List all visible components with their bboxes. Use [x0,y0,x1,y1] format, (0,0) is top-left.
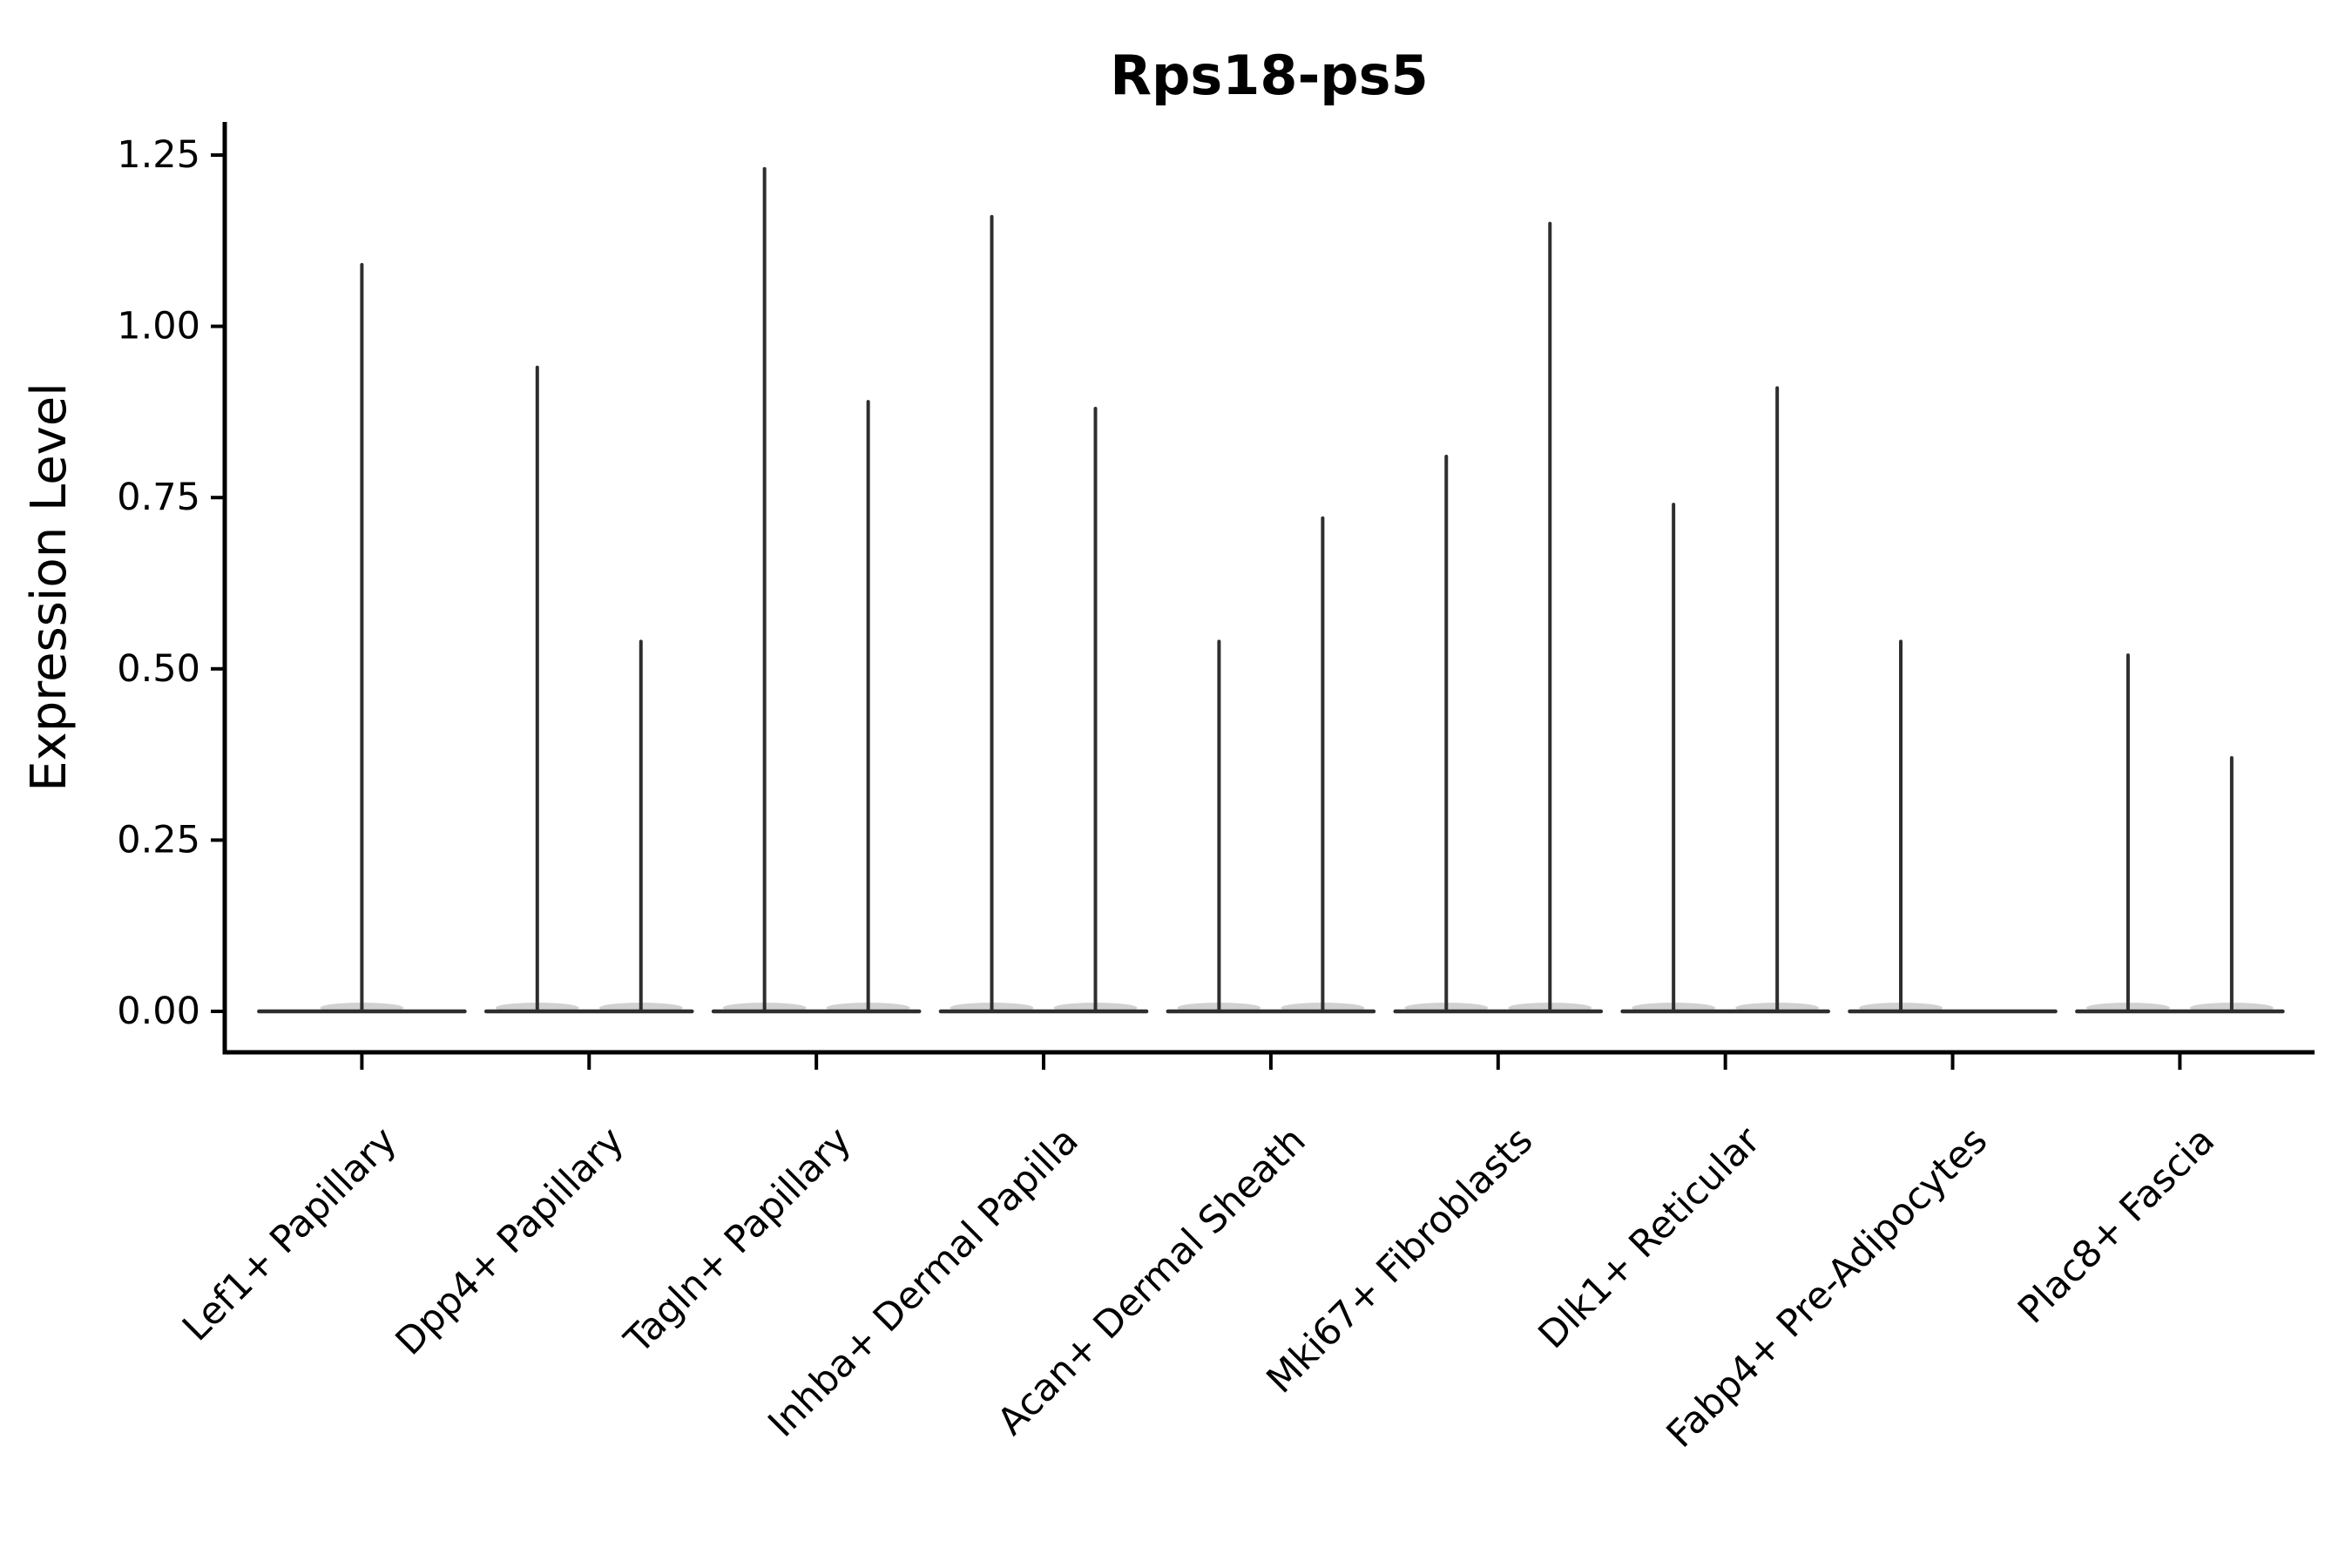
y-axis-label: Expression Level [21,382,78,792]
y-tick-label: 0.50 [117,647,200,691]
y-tick-label: 0.00 [117,990,200,1033]
x-tick-label: Tagln+ Papillary [616,1119,860,1362]
x-tick-label: Plac8+ Fascia [2010,1119,2223,1332]
y-tick-label: 1.00 [117,305,200,348]
x-tick-label: Dlk1+ Reticular [1531,1119,1769,1357]
y-tick-label: 0.75 [117,476,200,519]
y-tick-label: 1.25 [117,133,200,177]
x-tick-label: Dpp4+ Papillary [388,1119,632,1363]
x-tick-label: Lef1+ Papillary [174,1119,405,1349]
chart-title: Rps18-ps5 [1110,44,1428,107]
y-tick-label: 0.25 [117,818,200,862]
